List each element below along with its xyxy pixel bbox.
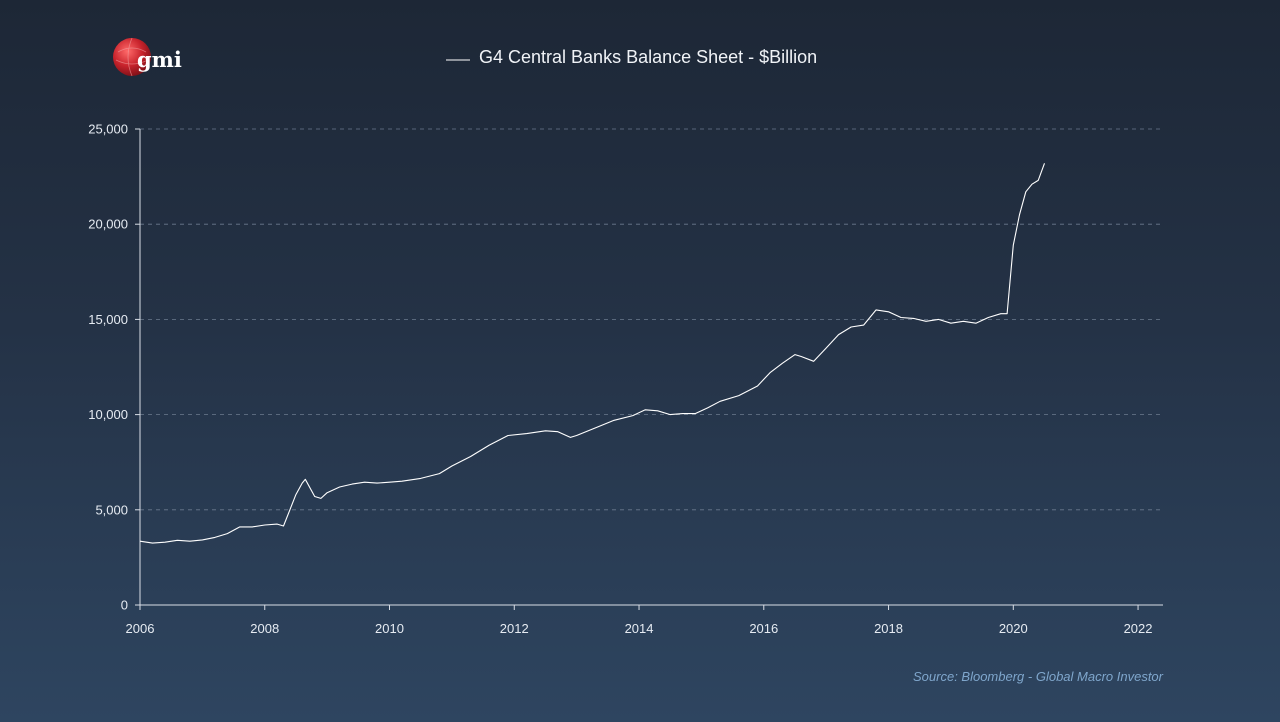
- source-note: Source: Bloomberg - Global Macro Investo…: [913, 669, 1163, 684]
- gmi-logo: gmi: [113, 37, 182, 77]
- x-tick-label: 2018: [874, 621, 903, 636]
- x-tick-label: 2012: [500, 621, 529, 636]
- series-line: [139, 163, 1046, 544]
- x-tick-label: 2022: [1124, 621, 1153, 636]
- x-tick-label: 2014: [625, 621, 654, 636]
- x-tick-label: 2010: [375, 621, 404, 636]
- y-tick-label: 5,000: [95, 502, 128, 517]
- legend-label: G4 Central Banks Balance Sheet - $Billio…: [479, 47, 817, 67]
- x-tick-label: 2008: [250, 621, 279, 636]
- series-layer: [139, 163, 1046, 544]
- grid-layer: [140, 128, 1163, 511]
- logo-globe-icon: [113, 38, 151, 76]
- x-tick-label: 2020: [999, 621, 1028, 636]
- y-tick-label: 10,000: [88, 407, 128, 422]
- y-tick-label: 20,000: [88, 217, 128, 232]
- y-tick-label: 25,000: [88, 122, 128, 137]
- y-tick-label: 15,000: [88, 312, 128, 327]
- logo-text: gmi: [137, 47, 182, 72]
- legend: G4 Central Banks Balance Sheet - $Billio…: [446, 47, 817, 67]
- x-tick-label: 2016: [749, 621, 778, 636]
- y-tick-label: 0: [121, 598, 128, 613]
- axis-layer: 0 5,000 10,000 15,000 20,000 25,000 2006 2008 20…: [88, 122, 1163, 636]
- x-tick-label: 2006: [126, 621, 155, 636]
